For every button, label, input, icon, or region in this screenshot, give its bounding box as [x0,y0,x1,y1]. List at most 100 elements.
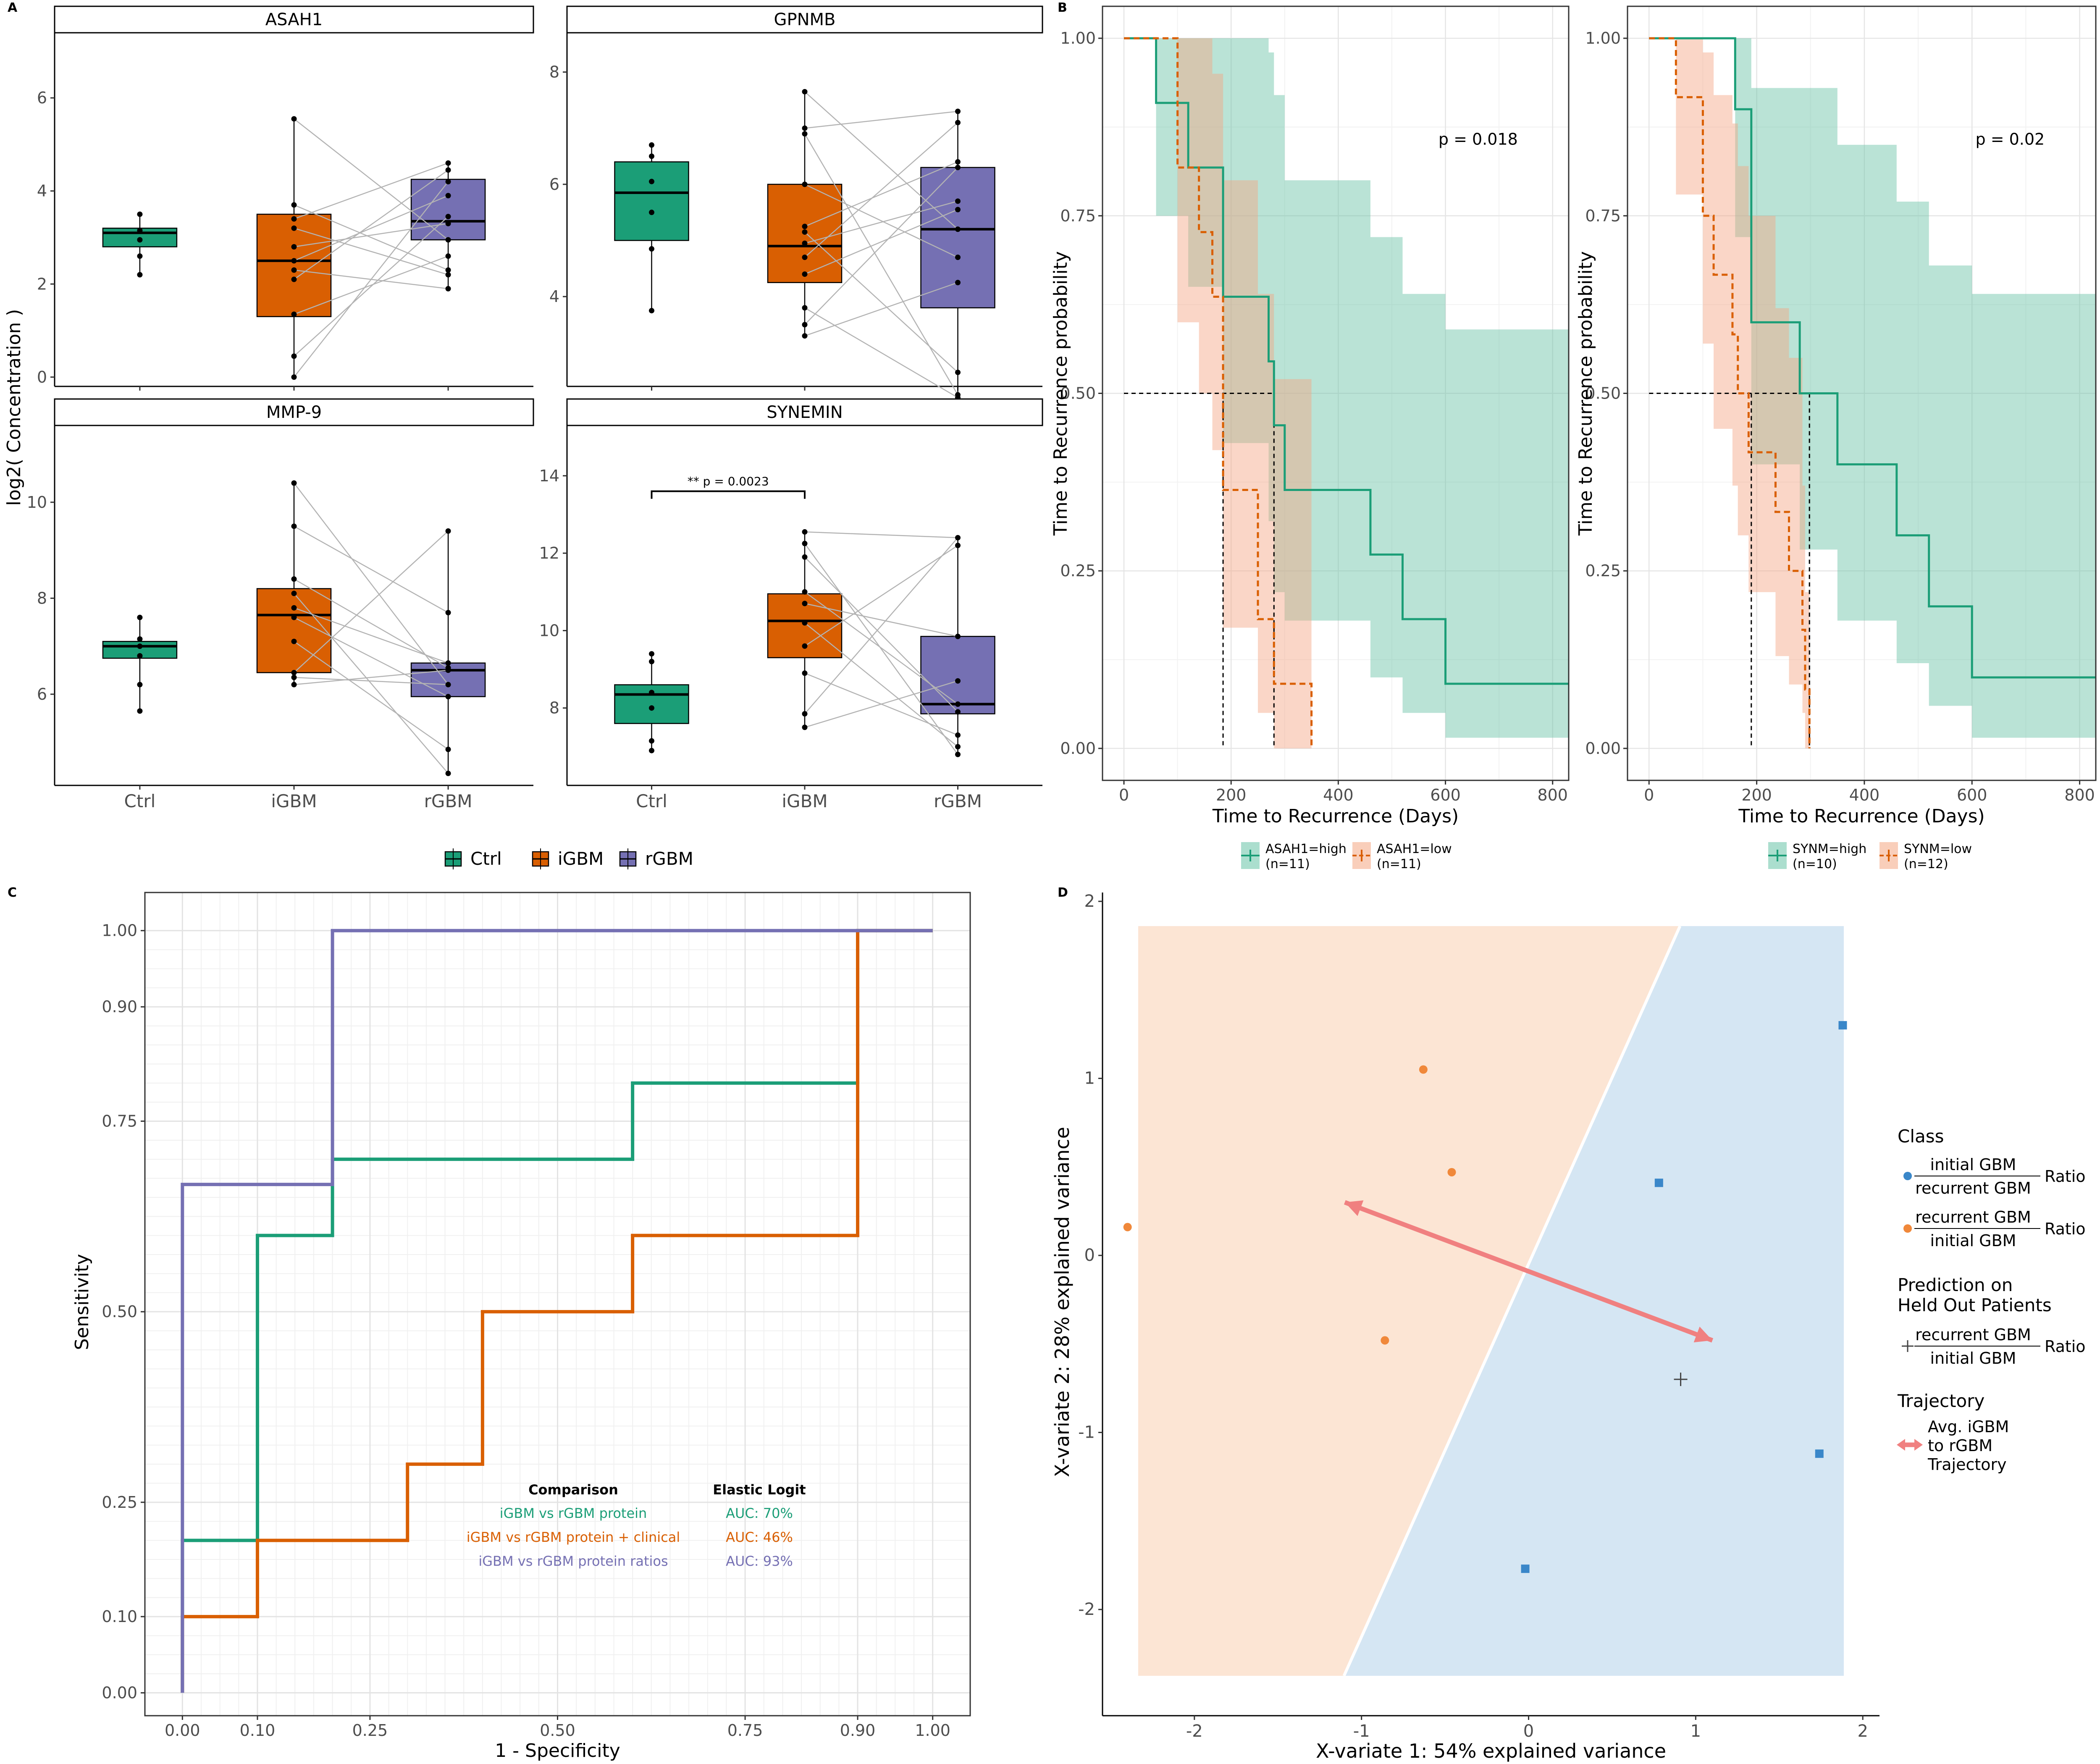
data-point [445,682,451,688]
y-tick-label: 0.25 [1585,562,1621,580]
x-tick-label: -2 [1186,1722,1203,1741]
data-point [648,308,654,314]
y-tick-label: 8 [37,589,47,607]
data-point [955,751,961,757]
y-tick-label: 0.00 [1060,739,1096,758]
y-tick-label: 12 [539,544,559,562]
y-tick-label: 2 [37,275,47,293]
data-point [445,237,451,243]
y-tick-label: 1.00 [1585,29,1621,47]
legend-title-prediction-1: Prediction on [1898,1275,2013,1295]
data-point [955,159,961,165]
facet-synemin: SYNEMIN 8 10 12 14 Ctrl iGBM rGBM ** p = 0.0023 [539,398,1043,811]
data-point [445,610,451,616]
legend-n-synm-high: (n=10) [1793,857,1837,872]
data-point [291,258,297,264]
facet-asah1: ASAH1 0 2 4 6 [37,5,534,391]
data-point [648,178,654,184]
pair-line [804,167,958,325]
data-point [291,353,297,359]
decision-region-recurrent [1138,926,1680,1676]
data-point [955,732,961,738]
data-point [648,690,654,696]
x-tick-label: 1 [1690,1722,1701,1741]
y-tick-label: 4 [549,287,559,306]
data-point [137,682,143,688]
legend-prediction-item-denominator: initial GBM [1930,1349,2016,1368]
legend-label-synm-high: SYNM=high [1793,842,1866,856]
trajectory-line [1344,1200,1714,1343]
km-curve-synm-high [1649,37,2096,679]
legend-title-trajectory: Trajectory [1897,1391,1984,1411]
y-axis-label: Sensitivity [71,1254,93,1350]
y-tick-label: 0.75 [1060,207,1096,225]
pair-line [294,195,449,262]
legend-class-item-1-suffix: Ratio [2045,1167,2086,1186]
x-tick-label: 0.25 [352,1721,388,1740]
data-point [648,705,654,711]
pair-line [804,603,958,637]
legend: Comparison Elastic Logit iGBM vs rGBM prot… [467,1482,806,1569]
held-out-prediction-marker [1674,1373,1688,1386]
data-point [955,255,961,260]
data-point [137,272,143,278]
y-tick-label: 14 [539,467,559,485]
panel-tag-c: C [8,885,17,900]
data-point [291,576,297,582]
data-point [445,272,451,278]
pair-line [804,672,958,736]
legend-label-asah1-low: ASAH1=low [1377,842,1452,856]
data-point [955,165,961,171]
pair-line [294,593,449,774]
pair-line [294,669,449,685]
class-point-initial-ratio [1815,1449,1824,1458]
pair-line [294,118,449,240]
legend-title-class: Class [1898,1126,1944,1147]
legend-label-igbm-vs-rgbm-protein: iGBM vs rGBM protein [500,1505,647,1521]
legend-prediction-item-numerator: recurrent GBM [1915,1326,2031,1344]
data-point [955,709,961,715]
data-point [445,286,451,291]
box-igbm [256,213,332,318]
legend-class-item-2-suffix: Ratio [2045,1220,2086,1238]
pair-line [804,307,958,398]
data-point [445,267,451,273]
significance-bracket [651,490,806,499]
x-axis-label: Time to Recurrence (Days) [1738,806,1984,827]
pair-line [804,537,958,714]
y-tick-label: 0.75 [1585,207,1621,225]
data-point [445,665,451,671]
pair-line [294,578,449,669]
pair-line [294,204,449,271]
pair-line [804,531,958,538]
pair-line [804,184,958,258]
x-axis-label: Time to Recurrence (Days) [1212,806,1459,827]
data-point [955,701,961,707]
pair-line [804,200,958,244]
facet-strip [54,5,534,34]
data-point [648,210,654,215]
legend-n-synm-low: (n=12) [1904,857,1948,872]
data-point [955,370,961,375]
y-tick-label: 1.00 [1060,29,1096,47]
legend-auc-igbm-vs-rgbm-protein-ratios: AUC: 93% [726,1553,793,1569]
y-tick-label: 10 [27,493,47,512]
pair-line [804,231,958,373]
pair-line [294,255,449,315]
legend-key-held-out [1902,1340,1914,1352]
data-point [291,614,297,620]
pair-line [294,525,449,613]
x-tick-label: 0.10 [240,1721,276,1740]
data-point [802,240,808,246]
pair-line [804,122,958,258]
box-rgbm [410,178,486,241]
data-point [445,660,451,666]
facet-title: SYNEMIN [766,403,843,422]
panel-tag-b: B [1058,0,1067,15]
pair-line [294,617,449,697]
data-point [445,220,451,226]
data-point [445,193,451,199]
x-tick-label: 1.00 [915,1721,950,1740]
data-point [802,229,808,235]
